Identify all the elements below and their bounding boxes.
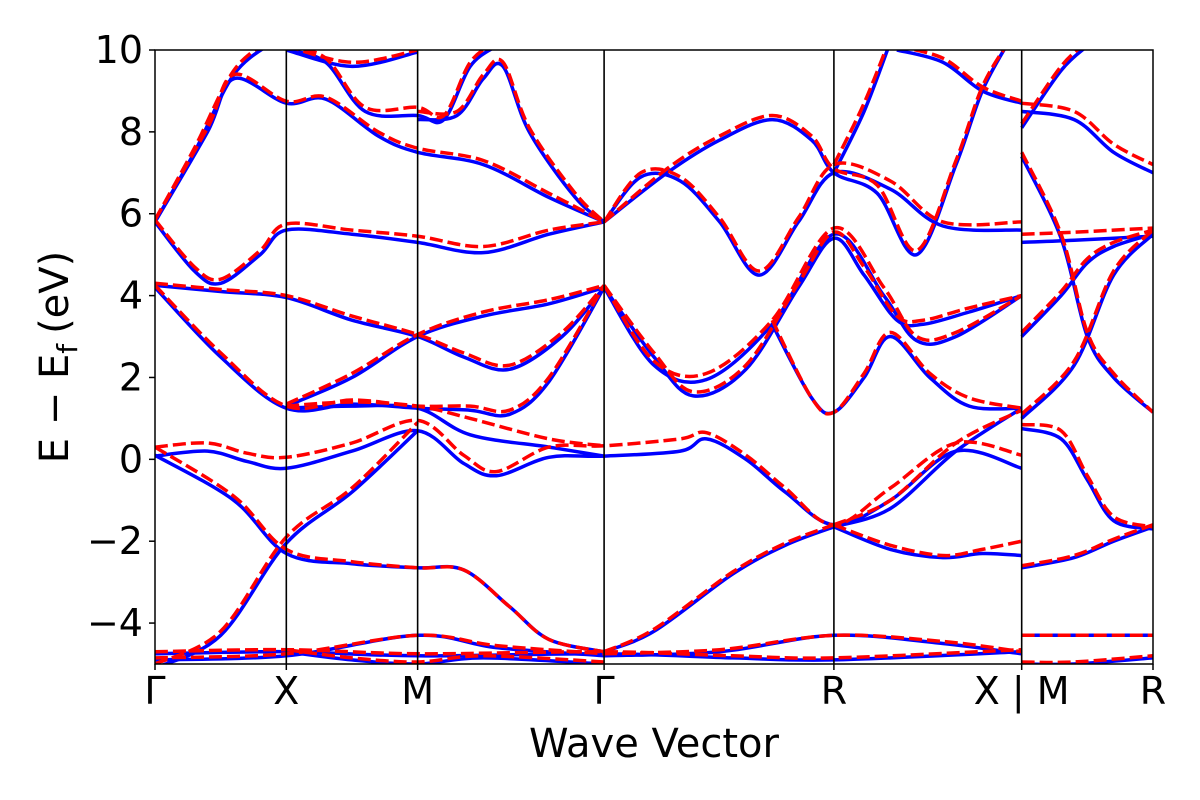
band-dashed-line-45 [285,283,605,406]
band-solid-line-27 [1021,525,1153,570]
band-dashed-line-67 [1020,228,1153,334]
band-solid-line-33 [1021,109,1153,175]
y-axis-label-unit: (eV) [32,251,78,334]
band-solid-line-12 [770,323,1022,416]
y-tick-label-7: 10 [95,28,143,72]
band-dashed-line-47 [602,230,1023,394]
band-dashed-line-53 [602,161,1022,273]
band-solid-line-21 [285,50,419,69]
band-dashed-line-52 [155,50,258,221]
band-dashed-line-44 [155,281,606,368]
band-solid-line-18 [832,50,890,174]
band-solid-line-4 [833,525,1022,560]
band-dashed-line-42 [833,408,1023,527]
band-dashed-line-48 [602,226,1023,379]
band-dashed-line-54 [602,50,1006,253]
x-tick-label-6: R [1140,669,1166,713]
band-dashed-line-64 [1021,523,1153,568]
x-tick-label-5: X | M [974,669,1070,714]
band-solid-line-31 [1021,234,1153,245]
band-dashed-line-56 [417,57,606,224]
high-symmetry-lines [285,50,1023,664]
y-tick-label-6: 8 [119,110,143,154]
band-lines [155,50,1153,664]
x-tick-label-2: M [401,669,434,713]
band-solid-line-22 [896,50,1023,105]
band-dashed-line-58 [293,50,418,65]
y-axis-ticks: −4 −2 0 2 4 6 8 10 [87,28,155,645]
band-dashed-line-41 [833,523,1023,558]
band-solid-line-5 [833,406,1023,529]
band-solid-line-14 [155,76,605,224]
y-tick-label-5: 6 [119,192,143,236]
y-axis-label-main: E − E [32,354,78,464]
band-dashed-line-50 [155,218,605,282]
band-dashed-line-65 [1021,422,1153,529]
band-dashed-line-46 [286,400,605,448]
y-tick-label-1: −2 [87,519,143,563]
x-axis-label: Wave Vector [529,721,780,767]
y-tick-label-2: 0 [119,437,143,481]
y-tick-label-4: 4 [119,274,143,318]
band-dashed-line-38 [155,445,605,654]
x-tick-label-0: Γ [144,669,165,713]
x-tick-label-4: R [821,669,847,713]
y-tick-label-0: −4 [87,601,143,645]
band-dashed-line-51 [155,72,605,224]
x-tick-label-1: X [273,669,299,713]
band-solid-line-19 [417,61,606,224]
band-solid-line-30 [1020,232,1153,338]
band-dashed-line-61 [155,633,605,660]
band-dashed-line-62 [604,633,1022,656]
band-solid-line-28 [1021,426,1153,531]
y-tick-label-3: 2 [119,355,143,399]
plot-frame [154,49,1154,665]
x-tick-label-3: Γ [594,669,615,713]
band-dashed-line-73 [1021,654,1153,664]
band-dashed-line-40 [603,523,835,654]
band-solid-line-8 [285,285,605,408]
y-axis-label: E − Ef (eV) [32,251,84,464]
band-dashed-line-70 [1021,101,1153,167]
band-dashed-line-63 [286,647,605,664]
band-solid-line-10 [602,236,1023,398]
x-axis-ticks: Γ X M Γ R X | M R [144,664,1166,714]
band-dashed-line-69 [1020,151,1153,414]
band-dashed-line-68 [1021,226,1153,236]
y-axis-label-subscript: f [51,343,84,354]
band-dashed-line-49 [770,319,1023,416]
band-dashed-line-66 [1020,228,1153,416]
band-solid-line-13 [155,220,605,286]
